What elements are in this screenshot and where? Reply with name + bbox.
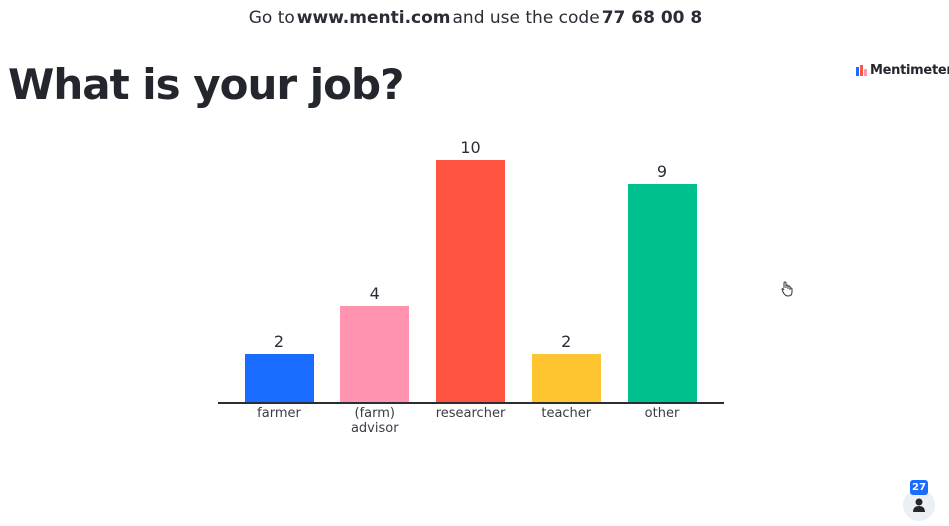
join-instructions: Go to www.menti.com and use the code 77 68 …: [0, 8, 949, 28]
brand-logo: Mentimeter: [856, 63, 949, 78]
participant-count: 27: [910, 480, 928, 495]
brand-name: Mentimeter: [870, 63, 949, 78]
bar: [340, 305, 410, 403]
value-label: 2: [561, 332, 572, 352]
header-text: Go to: [248, 8, 295, 28]
value-label: 4: [369, 283, 380, 303]
bar: [531, 354, 601, 403]
category-label: farmer: [257, 406, 301, 421]
bar: [627, 184, 697, 403]
value-label: 10: [460, 138, 481, 157]
logo-icon: [856, 65, 867, 76]
value-label: 2: [273, 332, 285, 352]
category-label: (farm) advisor: [350, 406, 399, 436]
join-url[interactable]: www.menti.com: [296, 8, 451, 28]
category-label: teacher: [541, 406, 592, 421]
cursor: [781, 281, 793, 297]
person-icon: [913, 498, 925, 512]
bar: [436, 160, 505, 403]
join-code: 77 68 00 8: [601, 8, 703, 28]
value-label: 9: [656, 162, 668, 182]
question-title: What is your job?: [8, 60, 404, 109]
header-text: and use the code: [452, 8, 600, 28]
bar: [244, 354, 314, 403]
category-label: researcher: [435, 406, 506, 421]
category-label: other: [644, 406, 680, 421]
baseline: [218, 402, 724, 404]
